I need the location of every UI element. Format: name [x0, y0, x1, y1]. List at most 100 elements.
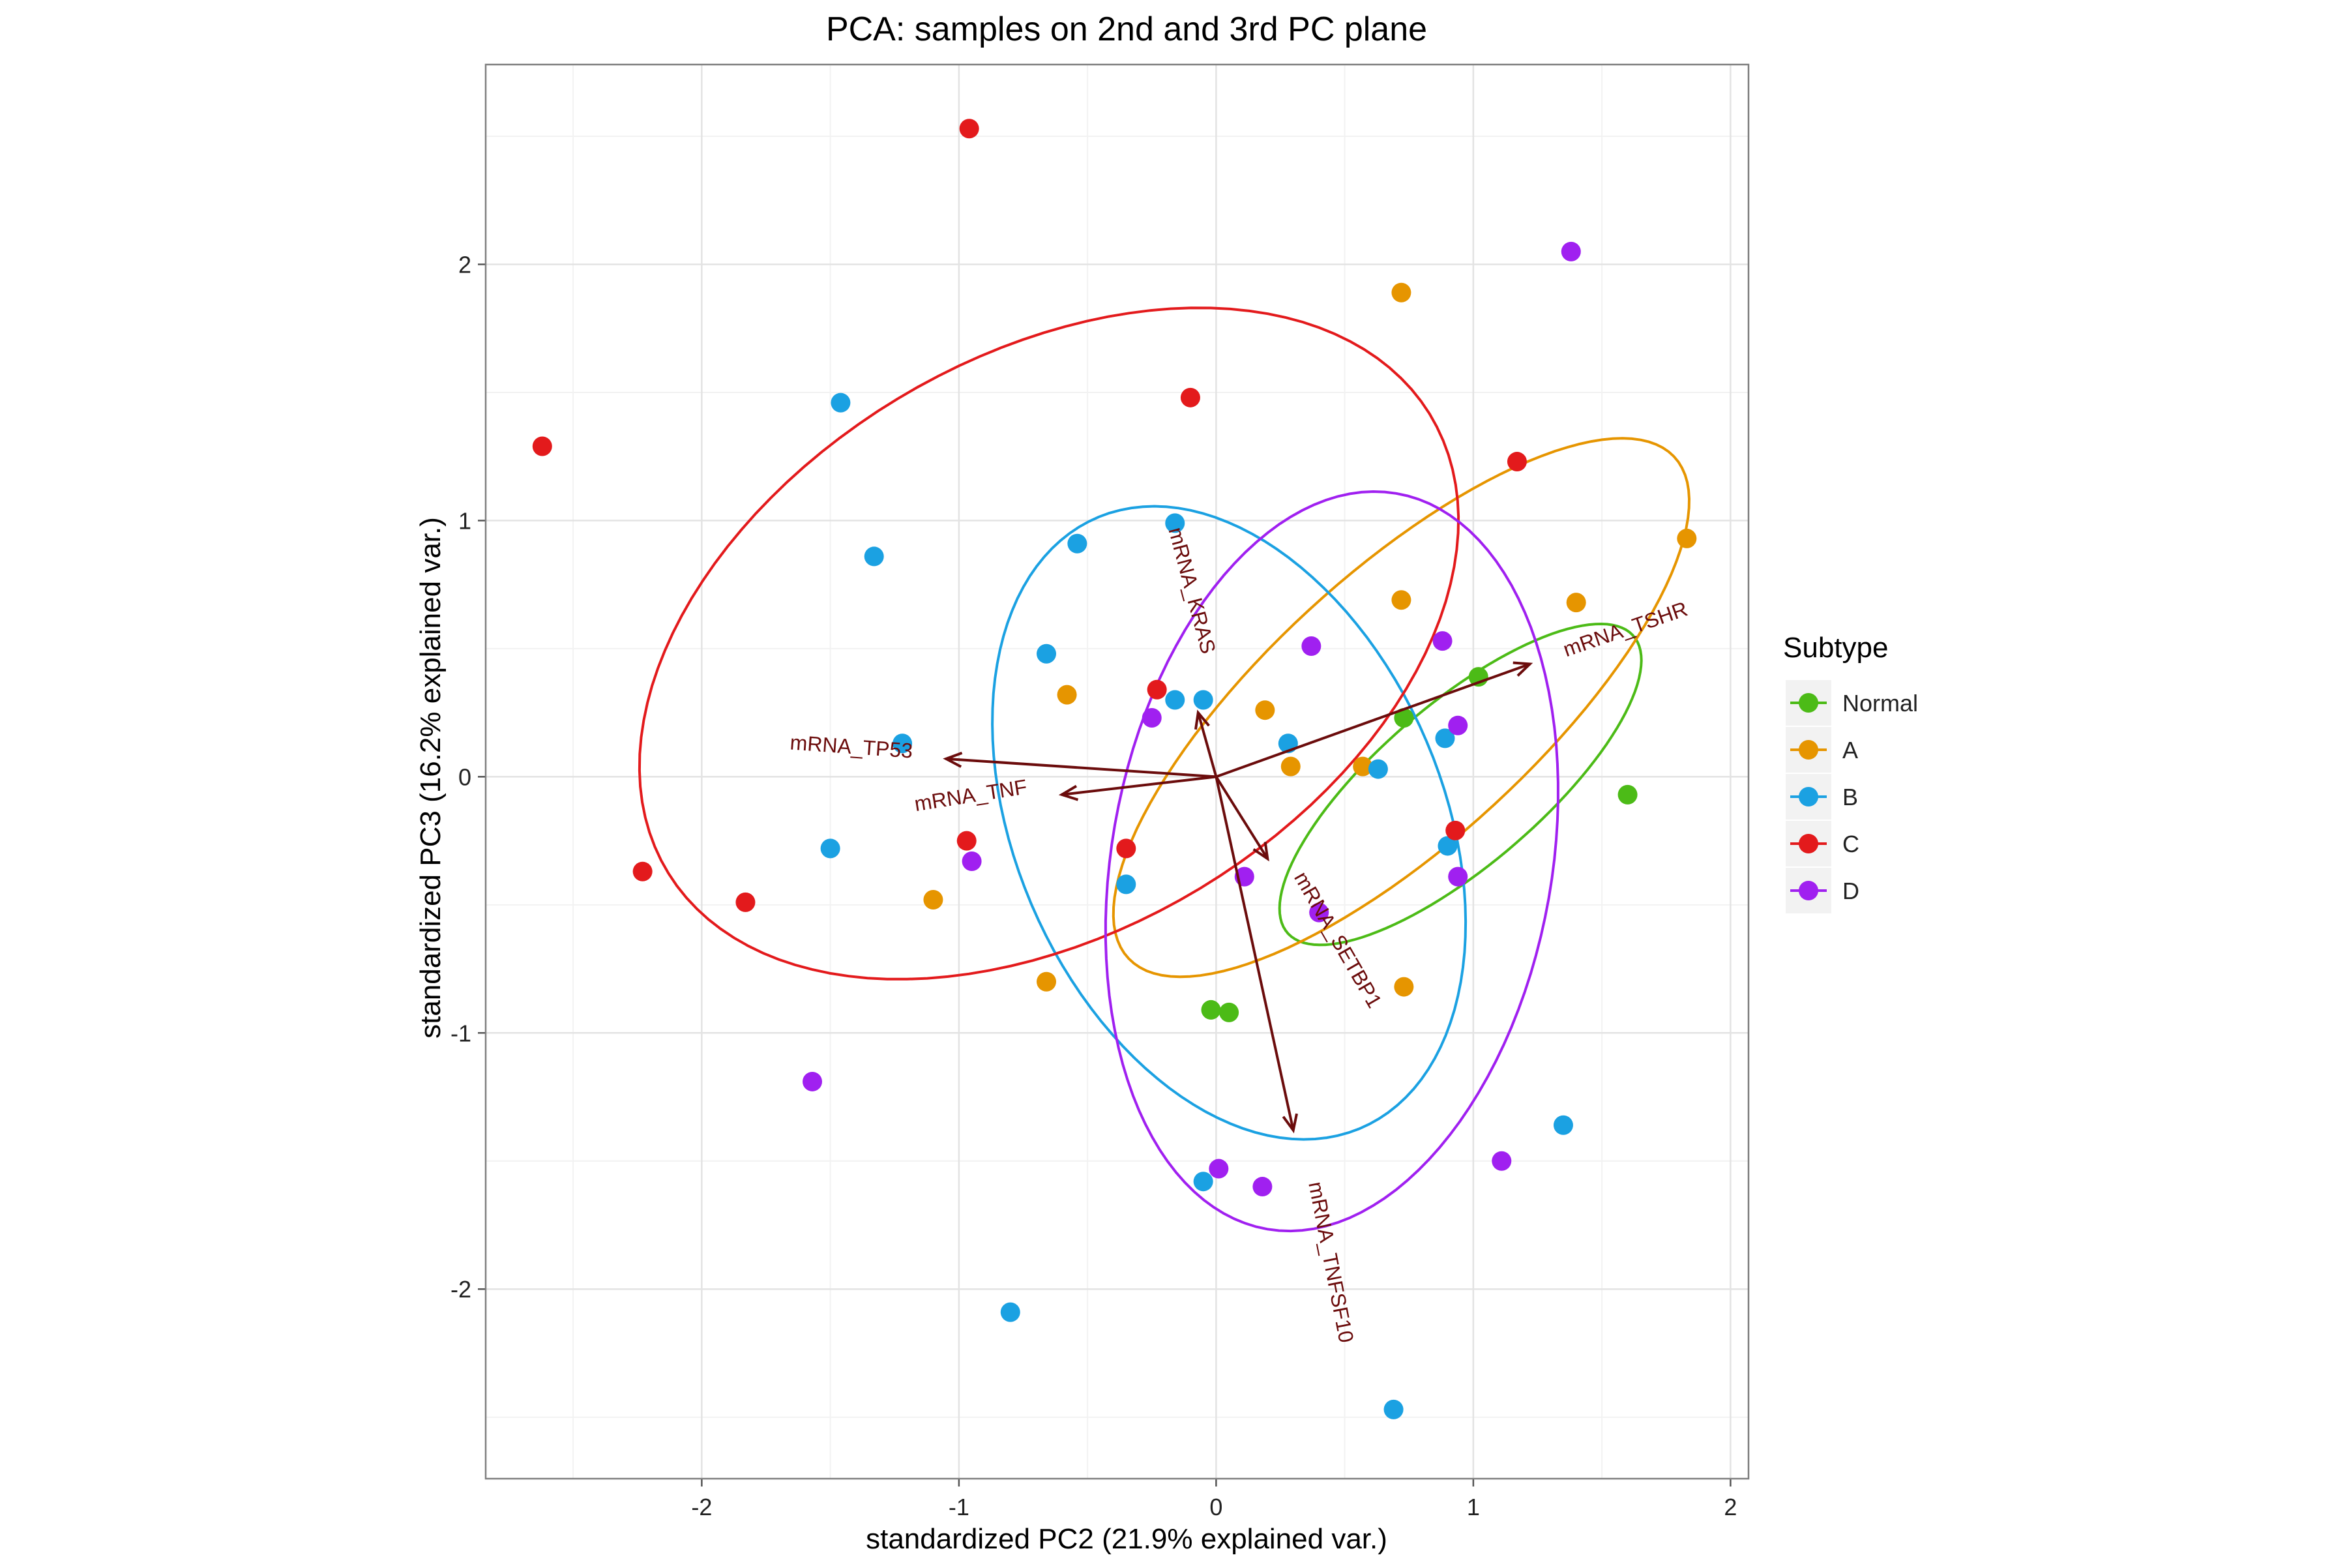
point-c [956, 831, 977, 851]
point-a [1394, 977, 1414, 997]
x-tick-label: -2 [691, 1494, 712, 1520]
ellipse-b [991, 505, 1468, 1141]
point-b [1553, 1115, 1573, 1135]
point-d [1142, 707, 1162, 728]
point-d [1209, 1159, 1229, 1179]
point-b [1383, 1399, 1404, 1419]
point-b [864, 546, 884, 567]
point-normal [1201, 999, 1221, 1020]
x-tick-label: 1 [1467, 1494, 1480, 1520]
y-axis-label: standardized PC3 (16.2% explained var.) [415, 517, 447, 1039]
legend-label-normal: Normal [1842, 690, 1918, 717]
point-b [1368, 759, 1388, 779]
point-normal [1394, 707, 1414, 728]
ellipse-d [1104, 490, 1559, 1233]
loading-arrowhead [1194, 709, 1210, 730]
point-c [1116, 838, 1136, 859]
legend-key-dot [1799, 740, 1818, 760]
legend-key-dot [1799, 787, 1818, 806]
point-b [893, 733, 913, 754]
loading-arrowhead [1513, 661, 1533, 677]
point-c [735, 892, 756, 912]
point-b [1165, 513, 1185, 533]
point-d [1492, 1151, 1512, 1171]
plot-background [486, 65, 1749, 1479]
y-tick-label: 1 [458, 507, 471, 534]
legend-key-dot [1799, 881, 1818, 900]
grid [486, 65, 1749, 1479]
loading-arrow [946, 757, 1217, 778]
legend-label-b: B [1842, 784, 1858, 810]
point-a [1677, 528, 1697, 548]
point-d [1448, 715, 1468, 735]
loading-arrow [1196, 712, 1218, 777]
point-a [923, 889, 943, 910]
legend-label-c: C [1842, 831, 1859, 857]
point-c [1180, 387, 1200, 407]
plot-border [484, 63, 1750, 1480]
chart-title: PCA: samples on 2nd and 3rd PC plane [826, 10, 1427, 48]
loading-arrow [1215, 776, 1295, 1131]
point-b [1438, 836, 1458, 856]
point-b [1165, 690, 1185, 710]
plot-panel [486, 65, 1749, 1479]
point-b [1193, 1172, 1213, 1192]
point-normal [1219, 1002, 1239, 1022]
legend-key-dot [1799, 693, 1818, 713]
ellipse-normal [1278, 622, 1643, 947]
point-c [532, 436, 552, 456]
point-d [1252, 1177, 1273, 1197]
point-d [1309, 902, 1329, 923]
point-a [1280, 756, 1301, 777]
x-tick-label: 2 [1724, 1494, 1737, 1520]
point-b [1000, 1302, 1020, 1322]
y-tick-label: -1 [450, 1020, 471, 1046]
legend-title: Subtype [1783, 632, 1888, 664]
point-c [632, 861, 653, 881]
loading-arrowhead [943, 751, 963, 768]
ellipse-c [638, 306, 1460, 981]
legend-label-a: A [1842, 737, 1858, 763]
point-b [1037, 643, 1057, 664]
point-c [1507, 452, 1527, 472]
loading-arrow [1215, 662, 1531, 778]
point-a [1037, 971, 1057, 992]
point-d [962, 851, 982, 872]
loading-arrowhead [1252, 842, 1269, 862]
point-b [831, 392, 851, 413]
point-c [1147, 679, 1167, 700]
point-c [1445, 820, 1466, 840]
ellipses [638, 306, 1691, 1233]
legend-label-d: D [1842, 878, 1859, 904]
point-a [1391, 282, 1411, 303]
point-b [1067, 533, 1087, 554]
loading-arrowhead [1058, 784, 1079, 801]
y-tick-label: 2 [458, 251, 471, 278]
point-b [820, 838, 840, 859]
point-d [803, 1071, 823, 1091]
point-d [1561, 241, 1581, 261]
axes: -2 -1 0 1 2 -2 -1 0 1 2 [450, 63, 1750, 1520]
points [532, 119, 1697, 1419]
point-normal [1617, 784, 1638, 805]
point-b [1193, 690, 1213, 710]
x-axis-label: standardized PC2 (21.9% explained var.) [866, 1523, 1387, 1555]
y-tick-label: 0 [458, 763, 471, 790]
point-d [1301, 636, 1321, 656]
loading-arrow [1215, 776, 1269, 860]
x-tick-label: -1 [949, 1494, 969, 1520]
point-a [1057, 685, 1077, 705]
loading-arrowhead [1282, 1113, 1298, 1134]
x-tick-label: 0 [1209, 1494, 1222, 1520]
point-c [959, 119, 979, 139]
point-a [1353, 756, 1373, 777]
point-b [1435, 728, 1455, 748]
point-a [1566, 593, 1586, 613]
point-a [1255, 700, 1275, 720]
point-d [1432, 631, 1453, 651]
point-b [1116, 874, 1136, 895]
point-a [1391, 590, 1411, 610]
y-tick-label: -2 [450, 1276, 471, 1303]
